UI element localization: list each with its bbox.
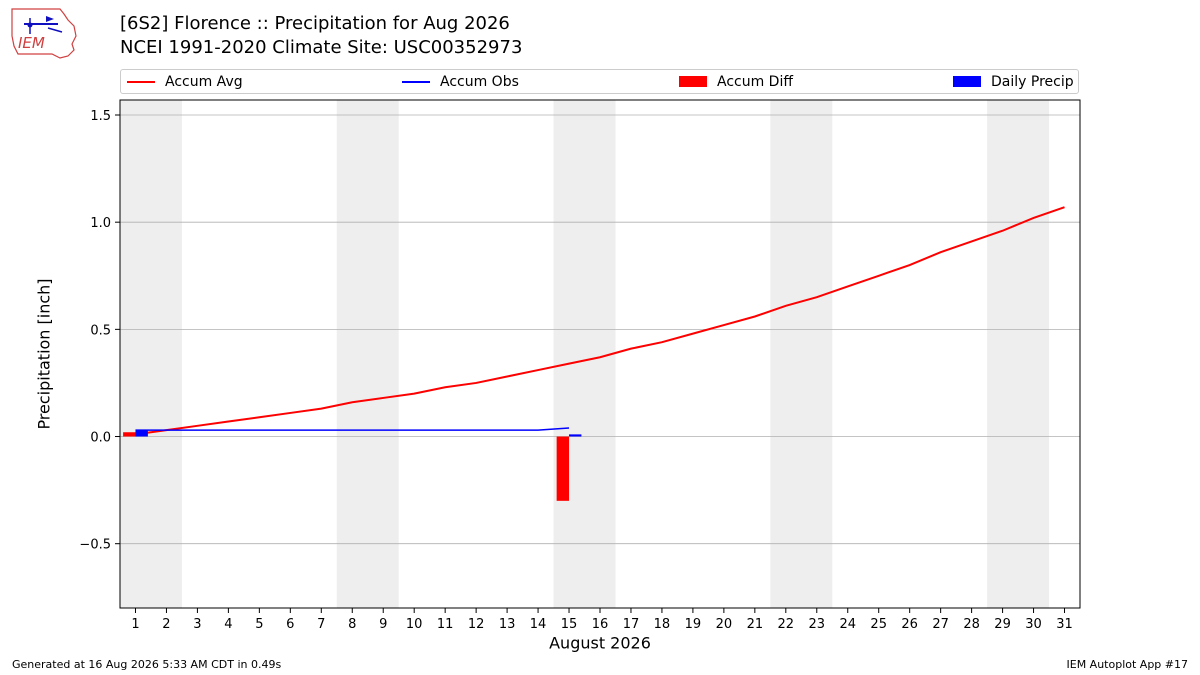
footer-app: IEM Autoplot App #17 bbox=[1066, 658, 1189, 671]
x-tick-label: 12 bbox=[468, 617, 485, 632]
legend-label-accum-obs: Accum Obs bbox=[440, 74, 519, 90]
x-axis-label: August 2026 bbox=[549, 633, 651, 653]
chart-title: [6S2] Florence :: Precipitation for Aug … bbox=[120, 13, 510, 34]
legend-label-daily-precip: Daily Precip bbox=[991, 74, 1074, 90]
footer-generated: Generated at 16 Aug 2026 5:33 AM CDT in … bbox=[12, 658, 282, 671]
x-tick-label: 8 bbox=[348, 617, 356, 632]
x-tick-label: 9 bbox=[379, 617, 387, 632]
x-tick-label: 29 bbox=[994, 617, 1011, 632]
x-tick-label: 7 bbox=[317, 617, 325, 632]
chart-subtitle: NCEI 1991-2020 Climate Site: USC00352973 bbox=[120, 37, 523, 58]
x-tick-label: 1 bbox=[131, 617, 139, 632]
y-tick-label: 1.0 bbox=[90, 216, 111, 231]
bar-accum-diff bbox=[123, 432, 136, 437]
x-tick-label: 24 bbox=[839, 617, 856, 632]
x-tick-label: 6 bbox=[286, 617, 294, 632]
legend-label-accum-avg: Accum Avg bbox=[165, 74, 243, 90]
x-tick-label: 2 bbox=[162, 617, 170, 632]
x-tick-label: 10 bbox=[406, 617, 423, 632]
x-tick-label: 15 bbox=[561, 617, 578, 632]
x-tick-label: 16 bbox=[592, 617, 609, 632]
x-tick-label: 20 bbox=[716, 617, 733, 632]
y-axis-label: Precipitation [inch] bbox=[34, 278, 54, 430]
legend-label-accum-diff: Accum Diff bbox=[717, 74, 794, 90]
iem-logo-graphic: IEM bbox=[11, 8, 77, 59]
x-tick-label: 17 bbox=[623, 617, 640, 632]
series-line-accum-obs bbox=[135, 427, 570, 431]
legend-swatch-accum-avg bbox=[127, 81, 155, 83]
x-tick-label: 3 bbox=[193, 617, 201, 632]
bar-accum-diff bbox=[556, 436, 570, 501]
x-tick-label: 11 bbox=[437, 617, 454, 632]
logo-text: IEM bbox=[18, 34, 45, 52]
weekend-shade bbox=[987, 100, 1050, 608]
axes-frame bbox=[119, 99, 1081, 609]
x-tick-label: 22 bbox=[778, 617, 795, 632]
bar-daily-precip bbox=[135, 430, 148, 437]
x-tick-label: 28 bbox=[963, 617, 980, 632]
x-tick-label: 14 bbox=[530, 617, 547, 632]
weekend-shade bbox=[120, 100, 182, 608]
x-tick-label: 18 bbox=[654, 617, 671, 632]
y-tick-label: 0.5 bbox=[90, 323, 111, 338]
x-tick-label: 5 bbox=[255, 617, 263, 632]
legend: Accum Avg Accum Obs Accum Diff Daily Pre… bbox=[120, 69, 1079, 94]
x-tick-label: 26 bbox=[901, 617, 918, 632]
legend-swatch-accum-diff bbox=[679, 76, 707, 87]
legend-swatch-accum-obs bbox=[402, 81, 430, 83]
x-tick-label: 23 bbox=[809, 617, 826, 632]
x-tick-label: 30 bbox=[1025, 617, 1042, 632]
weekend-shade bbox=[553, 100, 616, 608]
legend-swatch-daily-precip bbox=[953, 76, 981, 87]
weekend-shade bbox=[770, 100, 833, 608]
y-tick-label: −0.5 bbox=[79, 538, 111, 553]
x-tick-label: 19 bbox=[685, 617, 702, 632]
x-tick-label: 21 bbox=[747, 617, 764, 632]
x-tick-label: 4 bbox=[224, 617, 232, 632]
y-tick-label: 0.0 bbox=[90, 431, 111, 446]
x-tick-label: 13 bbox=[499, 617, 516, 632]
iem-logo: IEM bbox=[8, 6, 80, 60]
x-tick-label: 25 bbox=[870, 617, 887, 632]
bar-daily-precip bbox=[569, 434, 582, 437]
y-tick-label: 1.5 bbox=[90, 109, 111, 124]
x-tick-label: 31 bbox=[1056, 617, 1073, 632]
weekend-shade bbox=[336, 100, 399, 608]
series-line-accum-avg bbox=[135, 206, 1065, 436]
x-tick-label: 27 bbox=[932, 617, 949, 632]
